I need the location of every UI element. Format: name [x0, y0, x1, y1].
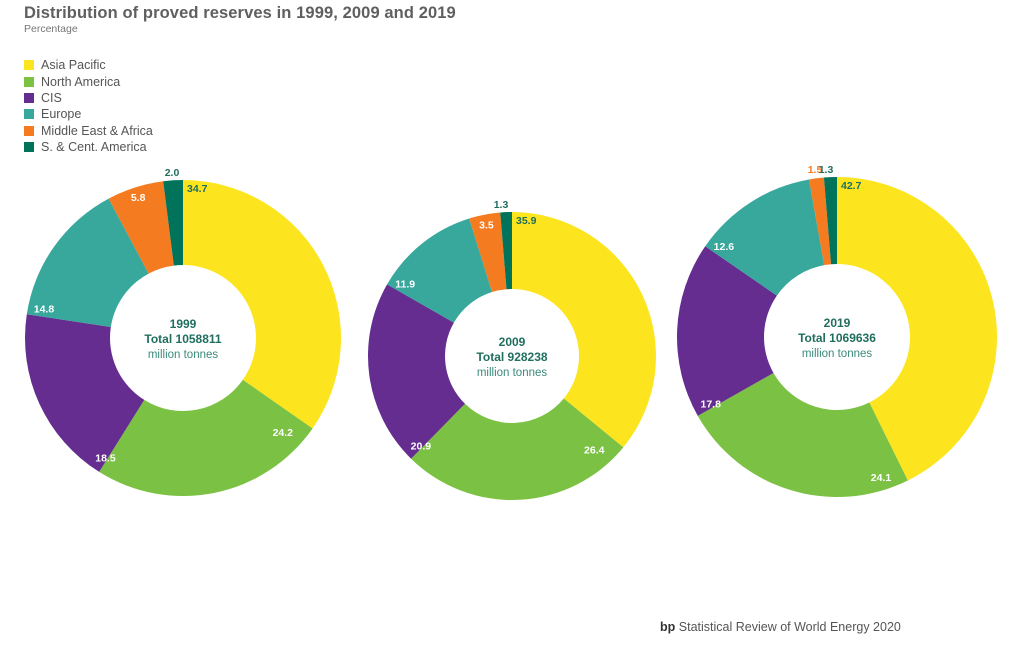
legend-label: Europe: [41, 107, 82, 122]
legend: Asia Pacific North America CIS Europe Mi…: [24, 57, 153, 155]
legend-item-asia-pacific: Asia Pacific: [24, 57, 153, 73]
slice-label-1999-cis: 18.5: [95, 453, 116, 465]
slice-label-1999-asia-pacific: 34.7: [187, 183, 208, 195]
slice-1999-middle-east-africa: [108, 181, 174, 274]
slice-1999-north-america: [99, 379, 313, 496]
slice-label-2009-s-cent-america: 1.3: [494, 199, 509, 211]
center-unit-1999: million tonnes: [148, 349, 219, 361]
legend-item-middle-east-africa: Middle East & Africa: [24, 123, 153, 139]
legend-label: S. & Cent. America: [41, 140, 147, 155]
center-total-1999: Total 1058811: [144, 332, 221, 346]
slice-label-1999-europe: 14.8: [34, 303, 55, 315]
slice-1999-europe: [26, 198, 149, 328]
center-total-2009: Total 928238: [476, 350, 547, 364]
legend-swatch: [24, 109, 34, 120]
legend-item-cis: CIS: [24, 90, 153, 106]
center-unit-2019: million tonnes: [802, 348, 873, 360]
legend-label: Asia Pacific: [41, 58, 106, 73]
slice-2019-middle-east-africa: [808, 177, 832, 266]
slice-1999-s-cent-america: [163, 180, 183, 266]
legend-item-north-america: North America: [24, 73, 153, 89]
slice-label-2019-north-america: 24.1: [871, 472, 892, 484]
slice-label-2019-europe: 12.6: [714, 241, 735, 253]
footer-text: Statistical Review of World Energy 2020: [678, 620, 901, 634]
legend-item-europe: Europe: [24, 106, 153, 122]
center-total-2019: Total 1069636: [798, 331, 876, 345]
slice-2009-s-cent-america: [500, 212, 512, 290]
slice-2019-europe: [705, 179, 825, 296]
slice-2019-north-america: [697, 372, 908, 497]
center-year-1999: 1999: [170, 317, 197, 331]
slice-2019-asia-pacific: [837, 177, 997, 481]
slice-label-2009-asia-pacific: 35.9: [516, 215, 537, 227]
slice-2019-cis: [677, 246, 777, 416]
slice-label-1999-middle-east-africa: 5.8: [131, 192, 146, 204]
legend-label: North America: [41, 74, 121, 89]
chart-title: Distribution of proved reserves in 1999,…: [24, 4, 456, 22]
legend-item-s-cent-america: S. & Cent. America: [24, 139, 153, 155]
slice-2009-north-america: [411, 398, 624, 501]
slice-label-2019-s-cent-america: 1.3: [819, 164, 834, 176]
slice-2009-cis: [368, 284, 466, 459]
legend-swatch: [24, 92, 34, 103]
slice-label-1999-north-america: 24.2: [273, 427, 294, 439]
slice-2009-asia-pacific: [512, 212, 657, 448]
chart-subtitle: Percentage: [24, 23, 78, 35]
slice-2009-europe: [387, 218, 493, 323]
footer-brand: bp: [660, 620, 676, 634]
center-year-2019: 2019: [824, 316, 851, 330]
legend-swatch: [24, 142, 34, 153]
slice-label-2009-north-america: 26.4: [584, 444, 605, 456]
slice-label-2019-middle-east-africa: 1.5: [808, 164, 823, 176]
legend-label: CIS: [41, 90, 62, 105]
legend-swatch: [24, 76, 34, 87]
footer: bp Statistical Review of World Energy 20…: [660, 620, 901, 634]
center-unit-2009: million tonnes: [477, 367, 548, 379]
legend-label: Middle East & Africa: [41, 123, 153, 138]
slice-label-1999-s-cent-america: 2.0: [165, 167, 180, 179]
center-year-2009: 2009: [499, 335, 526, 349]
legend-swatch: [24, 60, 34, 71]
slice-label-2019-asia-pacific: 42.7: [841, 180, 862, 192]
slice-label-2009-europe: 11.9: [395, 279, 415, 291]
legend-swatch: [24, 125, 34, 136]
slice-1999-asia-pacific: [183, 180, 342, 429]
slice-label-2019-cis: 17.8: [701, 398, 722, 410]
slice-label-2009-cis: 20.9: [411, 440, 432, 452]
slice-label-2009-middle-east-africa: 3.5: [479, 219, 494, 231]
slice-1999-cis: [25, 314, 145, 472]
slice-2009-middle-east-africa: [469, 212, 507, 293]
slice-2019-s-cent-america: [823, 177, 837, 265]
